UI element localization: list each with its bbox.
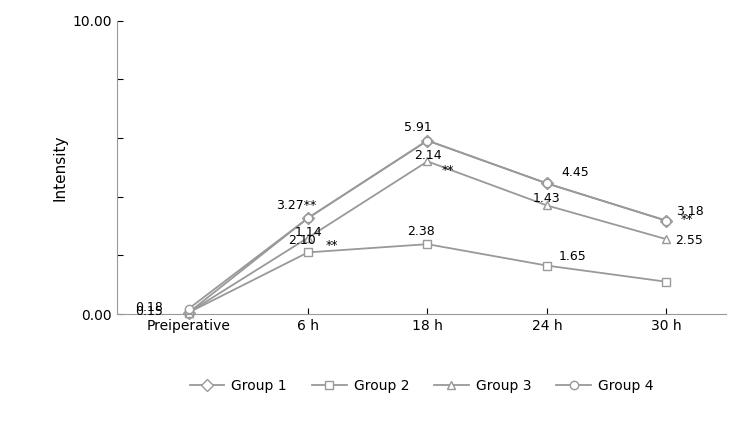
Text: 5.91: 5.91 <box>404 121 432 134</box>
Text: 2.10: 2.10 <box>288 234 316 247</box>
Text: 0.15: 0.15 <box>135 305 163 318</box>
Text: 1.65: 1.65 <box>559 250 587 263</box>
Legend: Group 1, Group 2, Group 3, Group 4: Group 1, Group 2, Group 3, Group 4 <box>184 374 659 399</box>
Text: 0.18: 0.18 <box>135 301 163 314</box>
Text: 4.45: 4.45 <box>561 166 589 179</box>
Text: 3.18: 3.18 <box>676 205 704 218</box>
Y-axis label: Intensity: Intensity <box>52 134 67 201</box>
Text: **: ** <box>681 213 693 226</box>
Text: 1.43: 1.43 <box>533 192 561 205</box>
Text: 2.14: 2.14 <box>413 149 442 162</box>
Text: **: ** <box>442 164 454 177</box>
Text: 2.38: 2.38 <box>408 225 436 238</box>
Text: 2.55: 2.55 <box>674 234 702 247</box>
Text: 1.14: 1.14 <box>294 226 322 239</box>
Text: 3.27**: 3.27** <box>276 198 316 211</box>
Text: **: ** <box>326 239 339 252</box>
